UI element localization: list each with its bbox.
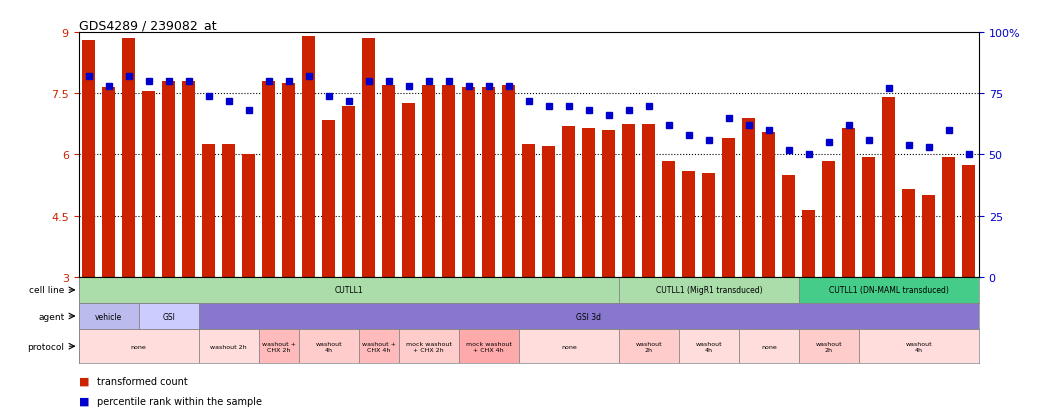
Bar [282,84,295,277]
Bar [322,121,335,277]
Bar [843,129,855,277]
Bar [582,129,596,277]
Bar [799,329,859,363]
Bar [542,147,555,277]
Bar [102,88,115,277]
Bar [683,171,695,277]
Text: vehicle: vehicle [95,312,122,321]
Text: percentile rank within the sample: percentile rank within the sample [97,396,263,406]
Bar [142,92,155,277]
Bar [859,329,979,363]
Bar [863,157,875,277]
Bar [483,88,495,277]
Bar [942,157,956,277]
Bar [79,277,619,303]
Text: ■: ■ [79,376,92,386]
Bar [503,86,515,277]
Bar [742,119,755,277]
Bar [922,196,935,277]
Bar [303,37,315,277]
Text: CUTLL1 (MigR1 transduced): CUTLL1 (MigR1 transduced) [655,286,762,295]
Bar [663,161,675,277]
Bar [122,39,135,277]
Text: cell line: cell line [29,286,65,295]
Bar [782,176,796,277]
Text: washout
4h: washout 4h [906,341,932,352]
Bar [422,86,436,277]
Bar [762,133,776,277]
Bar [79,329,199,363]
Bar [678,329,739,363]
Text: none: none [131,344,147,349]
Bar [162,82,175,277]
Text: washout
2h: washout 2h [636,341,662,352]
Text: none: none [561,344,577,349]
Bar [822,161,836,277]
Bar [522,145,535,277]
Text: CUTLL1 (DN-MAML transduced): CUTLL1 (DN-MAML transduced) [829,286,949,295]
Text: ■: ■ [79,396,92,406]
Bar [442,86,455,277]
Bar [518,329,619,363]
Bar [722,139,735,277]
Bar [642,125,655,277]
Bar [459,329,518,363]
Text: GDS4289 / 239082_at: GDS4289 / 239082_at [79,19,216,32]
Bar [199,303,979,329]
Text: washout +
CHX 2h: washout + CHX 2h [262,341,295,352]
Bar [739,329,799,363]
Bar [883,98,895,277]
Text: washout
2h: washout 2h [816,341,842,352]
Bar [298,329,359,363]
Bar [342,106,355,277]
Bar [402,104,416,277]
Text: washout
4h: washout 4h [315,341,342,352]
Text: washout
4h: washout 4h [695,341,722,352]
Text: transformed count: transformed count [97,376,188,386]
Bar [262,82,275,277]
Text: mock washout
+ CHX 2h: mock washout + CHX 2h [406,341,451,352]
Bar [199,329,259,363]
Bar [79,303,138,329]
Bar [462,88,475,277]
Text: CUTLL1: CUTLL1 [334,286,363,295]
Text: GSI: GSI [162,312,175,321]
Bar [359,329,399,363]
Bar [962,165,976,277]
Bar [619,329,678,363]
Bar [259,329,298,363]
Bar [382,86,395,277]
Bar [242,155,255,277]
Text: protocol: protocol [27,342,65,351]
Bar [362,39,375,277]
Text: GSI 3d: GSI 3d [576,312,601,321]
Bar [602,131,616,277]
Bar [182,82,195,277]
Text: washout 2h: washout 2h [210,344,247,349]
Bar [903,190,915,277]
Text: washout +
CHX 4h: washout + CHX 4h [361,341,396,352]
Bar [202,145,215,277]
Bar [222,145,236,277]
Bar [802,210,816,277]
Bar [703,173,715,277]
Bar [82,41,95,277]
Text: agent: agent [39,312,65,321]
Bar [562,127,575,277]
Bar [799,277,979,303]
Bar [622,125,636,277]
Bar [138,303,199,329]
Text: none: none [761,344,777,349]
Text: mock washout
+ CHX 4h: mock washout + CHX 4h [466,341,512,352]
Bar [619,277,799,303]
Bar [399,329,459,363]
